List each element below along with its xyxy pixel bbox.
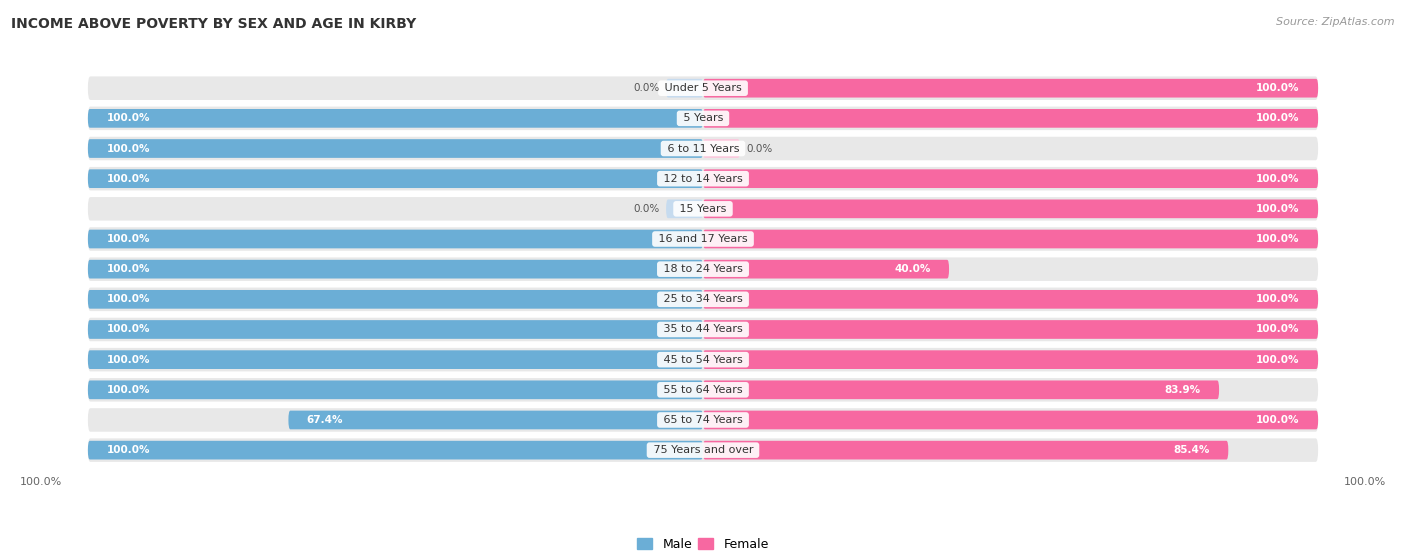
- FancyBboxPatch shape: [87, 169, 703, 188]
- FancyBboxPatch shape: [87, 287, 1319, 311]
- FancyBboxPatch shape: [703, 79, 1319, 97]
- FancyBboxPatch shape: [87, 381, 703, 399]
- Text: 0.0%: 0.0%: [747, 144, 772, 154]
- Text: 100.0%: 100.0%: [107, 144, 150, 154]
- Text: 35 to 44 Years: 35 to 44 Years: [659, 324, 747, 334]
- FancyBboxPatch shape: [87, 228, 1319, 251]
- Text: 25 to 34 Years: 25 to 34 Years: [659, 295, 747, 304]
- Text: 5 Years: 5 Years: [679, 113, 727, 124]
- FancyBboxPatch shape: [87, 348, 1319, 371]
- FancyBboxPatch shape: [87, 137, 1319, 160]
- Text: 100.0%: 100.0%: [107, 445, 150, 455]
- Text: 67.4%: 67.4%: [307, 415, 343, 425]
- FancyBboxPatch shape: [666, 200, 703, 218]
- Text: 100.0%: 100.0%: [1256, 415, 1299, 425]
- Text: 100.0%: 100.0%: [1256, 354, 1299, 364]
- Text: 65 to 74 Years: 65 to 74 Years: [659, 415, 747, 425]
- Text: 100.0%: 100.0%: [107, 234, 150, 244]
- Legend: Male, Female: Male, Female: [633, 533, 773, 556]
- FancyBboxPatch shape: [87, 77, 1319, 100]
- FancyBboxPatch shape: [87, 230, 703, 248]
- FancyBboxPatch shape: [87, 109, 703, 127]
- Text: 100.0%: 100.0%: [107, 385, 150, 395]
- Text: 100.0%: 100.0%: [1256, 83, 1299, 93]
- Text: 100.0%: 100.0%: [1256, 204, 1299, 214]
- Text: INCOME ABOVE POVERTY BY SEX AND AGE IN KIRBY: INCOME ABOVE POVERTY BY SEX AND AGE IN K…: [11, 17, 416, 31]
- Text: 55 to 64 Years: 55 to 64 Years: [659, 385, 747, 395]
- Text: Under 5 Years: Under 5 Years: [661, 83, 745, 93]
- FancyBboxPatch shape: [87, 197, 1319, 221]
- FancyBboxPatch shape: [87, 408, 1319, 432]
- Text: 6 to 11 Years: 6 to 11 Years: [664, 144, 742, 154]
- FancyBboxPatch shape: [87, 318, 1319, 341]
- FancyBboxPatch shape: [703, 109, 1319, 127]
- FancyBboxPatch shape: [87, 350, 703, 369]
- FancyBboxPatch shape: [87, 167, 1319, 191]
- Text: 100.0%: 100.0%: [107, 264, 150, 274]
- FancyBboxPatch shape: [703, 290, 1319, 309]
- Text: 100.0%: 100.0%: [1256, 174, 1299, 184]
- FancyBboxPatch shape: [703, 139, 740, 158]
- Text: 100.0%: 100.0%: [1256, 324, 1299, 334]
- FancyBboxPatch shape: [288, 411, 703, 429]
- FancyBboxPatch shape: [703, 169, 1319, 188]
- Text: 100.0%: 100.0%: [1344, 477, 1386, 487]
- Text: 100.0%: 100.0%: [20, 477, 62, 487]
- FancyBboxPatch shape: [703, 411, 1319, 429]
- Text: 0.0%: 0.0%: [634, 204, 659, 214]
- FancyBboxPatch shape: [87, 320, 703, 339]
- Text: 83.9%: 83.9%: [1164, 385, 1201, 395]
- Text: 100.0%: 100.0%: [107, 174, 150, 184]
- Text: 100.0%: 100.0%: [1256, 295, 1299, 304]
- Text: 85.4%: 85.4%: [1174, 445, 1209, 455]
- FancyBboxPatch shape: [87, 107, 1319, 130]
- Text: 15 Years: 15 Years: [676, 204, 730, 214]
- Text: 12 to 14 Years: 12 to 14 Years: [659, 174, 747, 184]
- Text: 100.0%: 100.0%: [107, 113, 150, 124]
- FancyBboxPatch shape: [87, 290, 703, 309]
- Text: 0.0%: 0.0%: [634, 83, 659, 93]
- FancyBboxPatch shape: [87, 378, 1319, 401]
- FancyBboxPatch shape: [703, 320, 1319, 339]
- Text: 75 Years and over: 75 Years and over: [650, 445, 756, 455]
- FancyBboxPatch shape: [87, 139, 703, 158]
- FancyBboxPatch shape: [703, 200, 1319, 218]
- FancyBboxPatch shape: [703, 441, 1229, 459]
- FancyBboxPatch shape: [703, 230, 1319, 248]
- Text: 100.0%: 100.0%: [107, 354, 150, 364]
- FancyBboxPatch shape: [703, 350, 1319, 369]
- FancyBboxPatch shape: [87, 257, 1319, 281]
- FancyBboxPatch shape: [703, 381, 1219, 399]
- FancyBboxPatch shape: [703, 260, 949, 278]
- FancyBboxPatch shape: [87, 438, 1319, 462]
- FancyBboxPatch shape: [87, 441, 703, 459]
- Text: 45 to 54 Years: 45 to 54 Years: [659, 354, 747, 364]
- FancyBboxPatch shape: [666, 79, 703, 97]
- Text: 40.0%: 40.0%: [894, 264, 931, 274]
- FancyBboxPatch shape: [87, 260, 703, 278]
- Text: Source: ZipAtlas.com: Source: ZipAtlas.com: [1277, 17, 1395, 27]
- Text: 16 and 17 Years: 16 and 17 Years: [655, 234, 751, 244]
- Text: 100.0%: 100.0%: [1256, 234, 1299, 244]
- Text: 100.0%: 100.0%: [107, 324, 150, 334]
- Text: 100.0%: 100.0%: [107, 295, 150, 304]
- Text: 100.0%: 100.0%: [1256, 113, 1299, 124]
- Text: 18 to 24 Years: 18 to 24 Years: [659, 264, 747, 274]
